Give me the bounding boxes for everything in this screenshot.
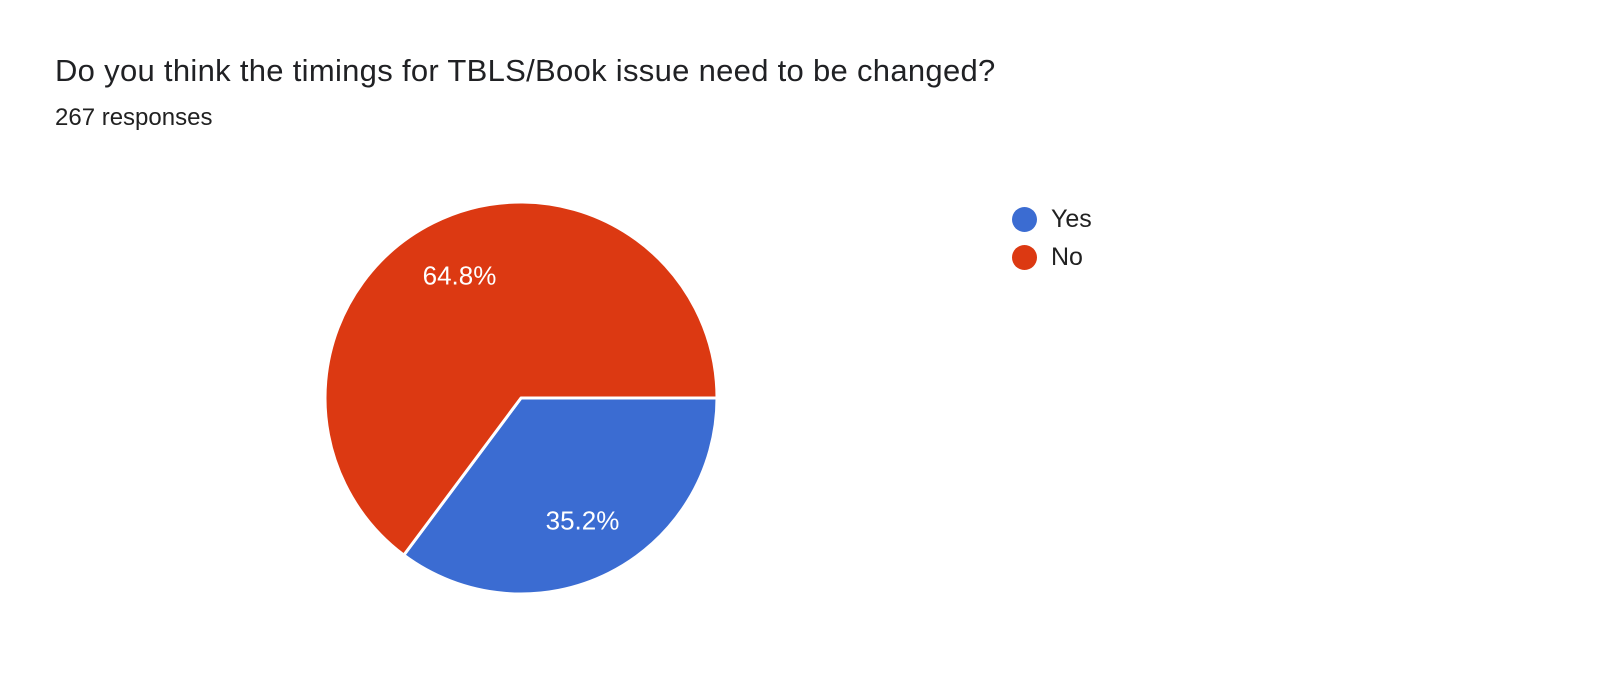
- legend-dot-no: [1012, 245, 1037, 270]
- slice-label-yes: 35.2%: [546, 506, 620, 536]
- legend-label-yes: Yes: [1051, 205, 1092, 233]
- legend-item-yes: Yes: [1012, 207, 1092, 232]
- responses-count: 267 responses: [55, 104, 213, 131]
- pie-slice-yes[interactable]: [402, 396, 719, 596]
- legend-dot-yes: [1012, 207, 1037, 232]
- legend-label-no: No: [1051, 243, 1083, 271]
- legend-item-no: No: [1012, 245, 1092, 270]
- question-title: Do you think the timings for TBLS/Book i…: [55, 53, 996, 88]
- pie-slice-no[interactable]: [323, 200, 719, 557]
- chart-legend: Yes No: [1012, 207, 1092, 270]
- slice-label-no: 64.8%: [423, 260, 497, 290]
- pie-chart[interactable]: 35.2% 64.8%: [323, 200, 719, 596]
